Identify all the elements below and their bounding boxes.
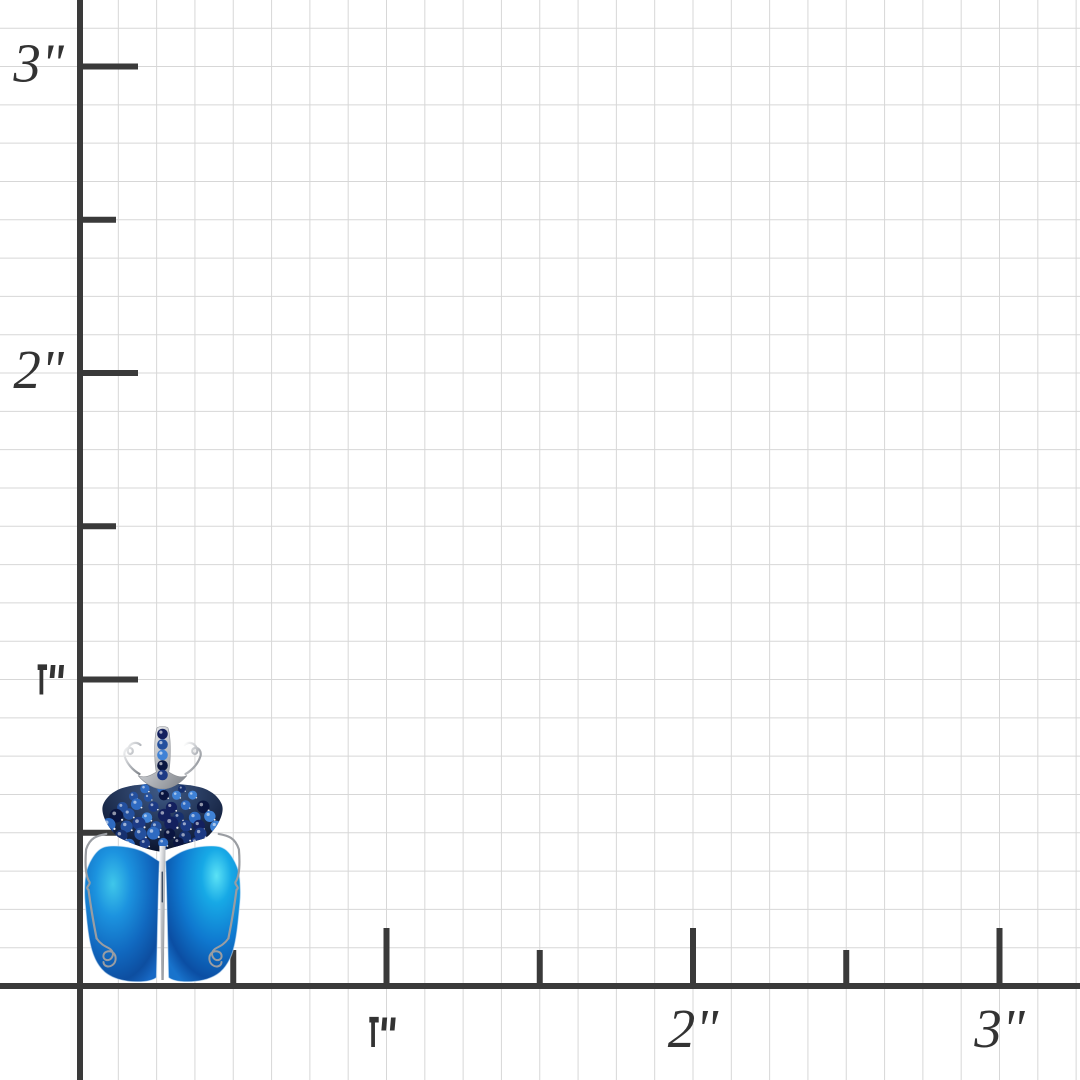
svg-text:3": 3" [12,33,65,94]
svg-text:2": 2" [668,998,720,1059]
svg-text:3": 3" [973,998,1026,1059]
svg-text:2": 2" [13,339,65,400]
